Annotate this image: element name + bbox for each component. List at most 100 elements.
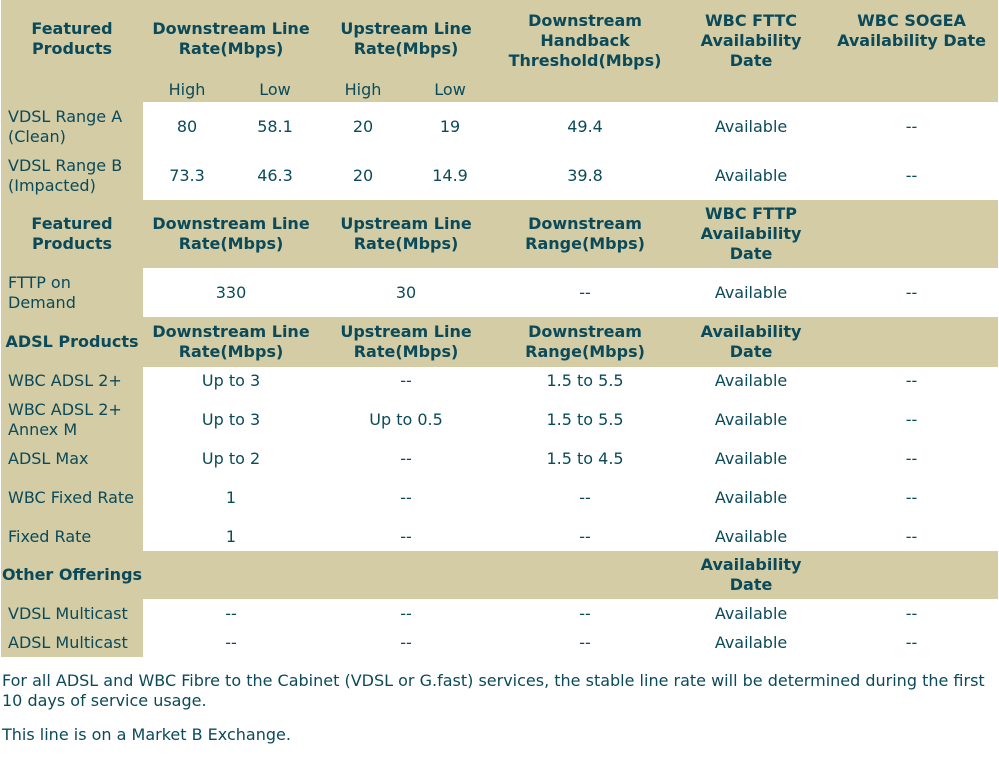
header-cell: Downstream Handback Threshold(Mbps) xyxy=(493,0,678,77)
table-cell: -- xyxy=(493,268,678,317)
table-cell: Available xyxy=(677,151,826,200)
header-cell: Downstream Line Rate(Mbps) xyxy=(143,200,320,268)
header-cell xyxy=(143,551,320,599)
table-cell: 14.9 xyxy=(407,151,494,200)
table-cell: Available xyxy=(677,628,826,657)
table-cell: 1.5 to 5.5 xyxy=(493,395,678,444)
row-label: ADSL Max xyxy=(1,444,143,473)
table-cell: Up to 2 xyxy=(143,444,320,473)
table-row: FTTP on Demand 330 30 -- Available -- xyxy=(1,268,999,317)
header-cell: Featured Products xyxy=(1,200,143,268)
row-label: VDSL Multicast xyxy=(1,599,143,628)
table-cell: 20 xyxy=(319,102,408,151)
table-cell: -- xyxy=(143,628,320,657)
table-cell: Available xyxy=(677,367,826,395)
table-cell: 39.8 xyxy=(493,151,678,200)
header-cell: Downstream Range(Mbps) xyxy=(493,317,678,367)
table-cell: -- xyxy=(493,522,678,551)
table-cell: 330 xyxy=(143,268,320,317)
row-label: WBC ADSL 2+ Annex M xyxy=(1,395,143,444)
table-cell: -- xyxy=(319,473,494,522)
table-cell: -- xyxy=(825,599,999,628)
header-cell: Upstream Line Rate(Mbps) xyxy=(319,0,494,77)
subheader-cell: High xyxy=(319,77,408,102)
table-cell: 80 xyxy=(143,102,231,151)
header-cell: Availability Date xyxy=(677,551,826,599)
row-label: FTTP on Demand xyxy=(1,268,143,317)
table-cell: Up to 3 xyxy=(143,395,320,444)
stable-line-rate-note: For all ADSL and WBC Fibre to the Cabine… xyxy=(2,671,985,710)
header-cell: Availability Date xyxy=(677,317,826,367)
subheader-cell: Low xyxy=(231,77,320,102)
table-cell: -- xyxy=(319,367,494,395)
other-header-row: Other Offerings Availability Date xyxy=(1,551,999,599)
row-label: WBC ADSL 2+ xyxy=(1,367,143,395)
table-cell: 1.5 to 4.5 xyxy=(493,444,678,473)
header-cell: WBC SOGEA Availability Date xyxy=(825,0,999,77)
table-cell: -- xyxy=(319,522,494,551)
header-cell xyxy=(825,200,999,268)
table-row: ADSL Multicast -- -- -- Available -- xyxy=(1,628,999,657)
header-cell xyxy=(825,551,999,599)
row-label: VDSL Range B (Impacted) xyxy=(1,151,143,200)
fttc-subheader-row: High Low High Low xyxy=(1,77,999,102)
table-cell: -- xyxy=(493,599,678,628)
table-cell: Up to 0.5 xyxy=(319,395,494,444)
table-row: WBC ADSL 2+ Up to 3 -- 1.5 to 5.5 Availa… xyxy=(1,367,999,395)
table-cell: Up to 3 xyxy=(143,367,320,395)
table-cell: -- xyxy=(825,444,999,473)
table-cell: Available xyxy=(677,395,826,444)
table-cell: -- xyxy=(825,268,999,317)
table-cell: Available xyxy=(677,444,826,473)
table-cell: -- xyxy=(825,473,999,522)
row-label: VDSL Range A (Clean) xyxy=(1,102,143,151)
table-cell: -- xyxy=(319,628,494,657)
table-cell: -- xyxy=(825,395,999,444)
table-cell: -- xyxy=(825,367,999,395)
header-cell: Upstream Line Rate(Mbps) xyxy=(319,317,494,367)
header-cell xyxy=(825,317,999,367)
table-cell: 20 xyxy=(319,151,408,200)
table-cell: Available xyxy=(677,522,826,551)
table-cell: 1 xyxy=(143,522,320,551)
table-row: VDSL Range A (Clean) 80 58.1 20 19 49.4 … xyxy=(1,102,999,151)
table-cell: 30 xyxy=(319,268,494,317)
table-cell: -- xyxy=(825,522,999,551)
table-cell: 46.3 xyxy=(231,151,320,200)
header-cell xyxy=(493,551,678,599)
table-cell: -- xyxy=(319,444,494,473)
header-cell: ADSL Products xyxy=(1,317,143,367)
table-cell: -- xyxy=(319,599,494,628)
table-cell: 58.1 xyxy=(231,102,320,151)
exchange-market-note: This line is on a Market B Exchange. xyxy=(2,725,291,744)
header-cell: Downstream Line Rate(Mbps) xyxy=(143,317,320,367)
row-label: Fixed Rate xyxy=(1,522,143,551)
table-cell: -- xyxy=(825,151,999,200)
header-cell: Upstream Line Rate(Mbps) xyxy=(319,200,494,268)
header-cell xyxy=(319,551,494,599)
table-cell: 73.3 xyxy=(143,151,231,200)
table-cell: -- xyxy=(825,102,999,151)
subheader-cell: High xyxy=(143,77,231,102)
fttp-header-row: Featured Products Downstream Line Rate(M… xyxy=(1,200,999,268)
row-label: ADSL Multicast xyxy=(1,628,143,657)
table-cell: Available xyxy=(677,102,826,151)
table-row: VDSL Multicast -- -- -- Available -- xyxy=(1,599,999,628)
table-row: WBC Fixed Rate 1 -- -- Available -- xyxy=(1,473,999,522)
header-cell: Downstream Range(Mbps) xyxy=(493,200,678,268)
adsl-header-row: ADSL Products Downstream Line Rate(Mbps)… xyxy=(1,317,999,367)
table-cell: 19 xyxy=(407,102,494,151)
broadband-availability-table: Featured Products Downstream Line Rate(M… xyxy=(1,0,999,657)
table-cell: -- xyxy=(143,599,320,628)
table-cell: Available xyxy=(677,599,826,628)
table-cell: -- xyxy=(825,628,999,657)
table-cell: 49.4 xyxy=(493,102,678,151)
header-cell: WBC FTTC Availability Date xyxy=(677,0,826,77)
table-cell: -- xyxy=(493,473,678,522)
header-cell: Featured Products xyxy=(1,0,143,77)
table-cell: Available xyxy=(677,473,826,522)
notes-section: For all ADSL and WBC Fibre to the Cabine… xyxy=(2,671,992,745)
header-cell: Downstream Line Rate(Mbps) xyxy=(143,0,320,77)
subheader-cell: Low xyxy=(407,77,494,102)
table-cell: -- xyxy=(493,628,678,657)
